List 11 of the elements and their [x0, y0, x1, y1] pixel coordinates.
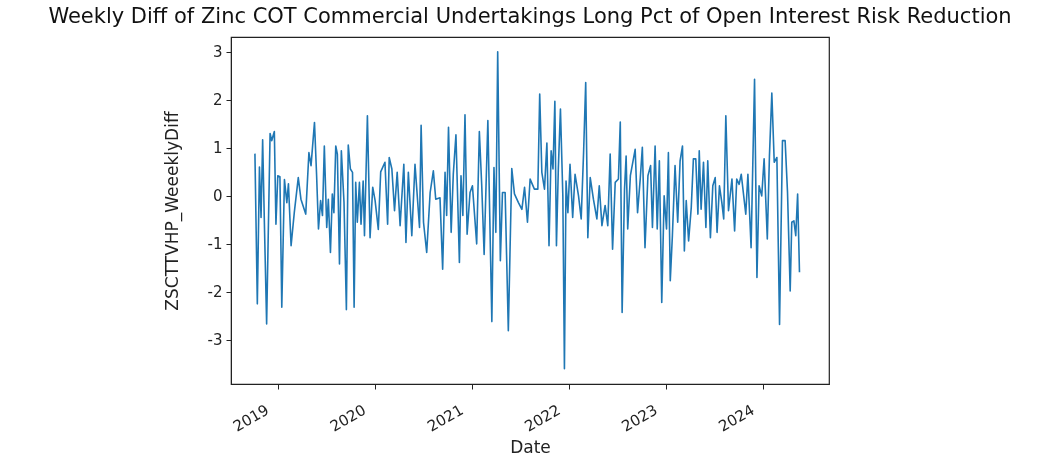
- y-tick-label: 3: [212, 43, 223, 62]
- x-axis-title: Date: [510, 436, 551, 457]
- chart-title: Weekly Diff of Zinc COT Commercial Undertakings Long Pct of Open Interest Risk Reduction: [48, 4, 1012, 28]
- y-axis-title: ZSCTTVHP_WeeeklyDiff: [161, 110, 183, 311]
- line-series: [254, 51, 801, 370]
- y-tick-label: 1: [212, 139, 223, 158]
- y-tick-label: 2: [212, 91, 223, 110]
- y-tick-label: -1: [207, 235, 223, 254]
- y-tick-label: -3: [207, 331, 223, 350]
- y-tick-label: -2: [207, 283, 223, 302]
- y-tick-label: 0: [212, 187, 223, 206]
